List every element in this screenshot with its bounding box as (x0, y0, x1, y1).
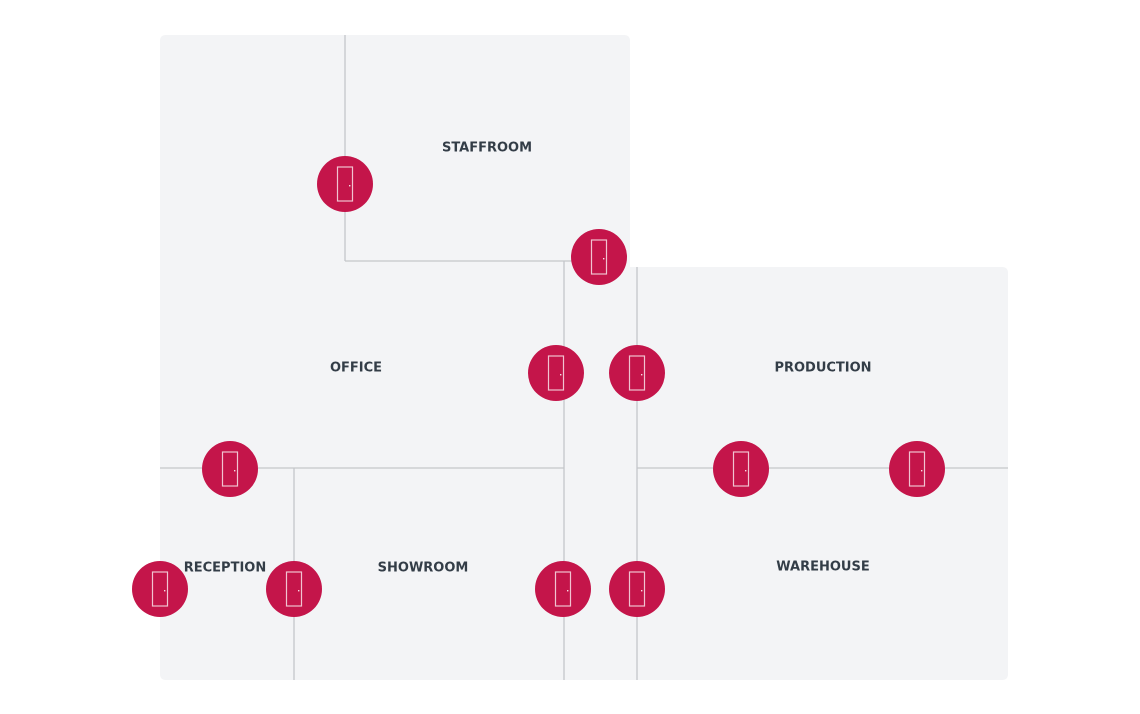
door-icon (732, 451, 750, 487)
room-label-reception: RECEPTION (184, 561, 266, 576)
door-knob-icon (641, 590, 643, 592)
door-button[interactable] (535, 561, 591, 617)
door-button[interactable] (202, 441, 258, 497)
door-marker (609, 561, 665, 617)
door-button[interactable] (713, 441, 769, 497)
door-marker (713, 441, 769, 497)
door-knob-icon (567, 590, 569, 592)
door-icon (336, 166, 354, 202)
door-button[interactable] (609, 561, 665, 617)
door-icon (628, 571, 646, 607)
door-icon (554, 571, 572, 607)
door-knob-icon (921, 470, 923, 472)
door-button[interactable] (571, 229, 627, 285)
room-label-staffroom: STAFFROOM (442, 141, 532, 156)
door-knob-icon (298, 590, 300, 592)
door-button[interactable] (132, 561, 188, 617)
doors (132, 156, 945, 617)
door-marker (202, 441, 258, 497)
door-button[interactable] (528, 345, 584, 401)
door-marker (132, 561, 188, 617)
door-marker (266, 561, 322, 617)
door-knob-icon (603, 258, 605, 260)
door-button[interactable] (317, 156, 373, 212)
door-marker (528, 345, 584, 401)
door-icon (908, 451, 926, 487)
door-icon (221, 451, 239, 487)
door-knob-icon (164, 590, 166, 592)
door-marker (609, 345, 665, 401)
door-knob-icon (560, 374, 562, 376)
door-button[interactable] (889, 441, 945, 497)
door-marker (571, 229, 627, 285)
door-icon (547, 355, 565, 391)
door-knob-icon (234, 470, 236, 472)
room-label-showroom: SHOWROOM (378, 561, 469, 576)
door-icon (628, 355, 646, 391)
door-marker (889, 441, 945, 497)
room-label-warehouse: WAREHOUSE (776, 560, 869, 575)
door-knob-icon (349, 185, 351, 187)
door-marker (535, 561, 591, 617)
door-knob-icon (745, 470, 747, 472)
door-icon (151, 571, 169, 607)
floor-area (160, 35, 1008, 680)
door-icon (590, 239, 608, 275)
room-label-office: OFFICE (330, 361, 382, 376)
door-button[interactable] (266, 561, 322, 617)
door-marker (317, 156, 373, 212)
door-knob-icon (641, 374, 643, 376)
door-icon (285, 571, 303, 607)
room-label-production: PRODUCTION (774, 361, 871, 376)
door-button[interactable] (609, 345, 665, 401)
